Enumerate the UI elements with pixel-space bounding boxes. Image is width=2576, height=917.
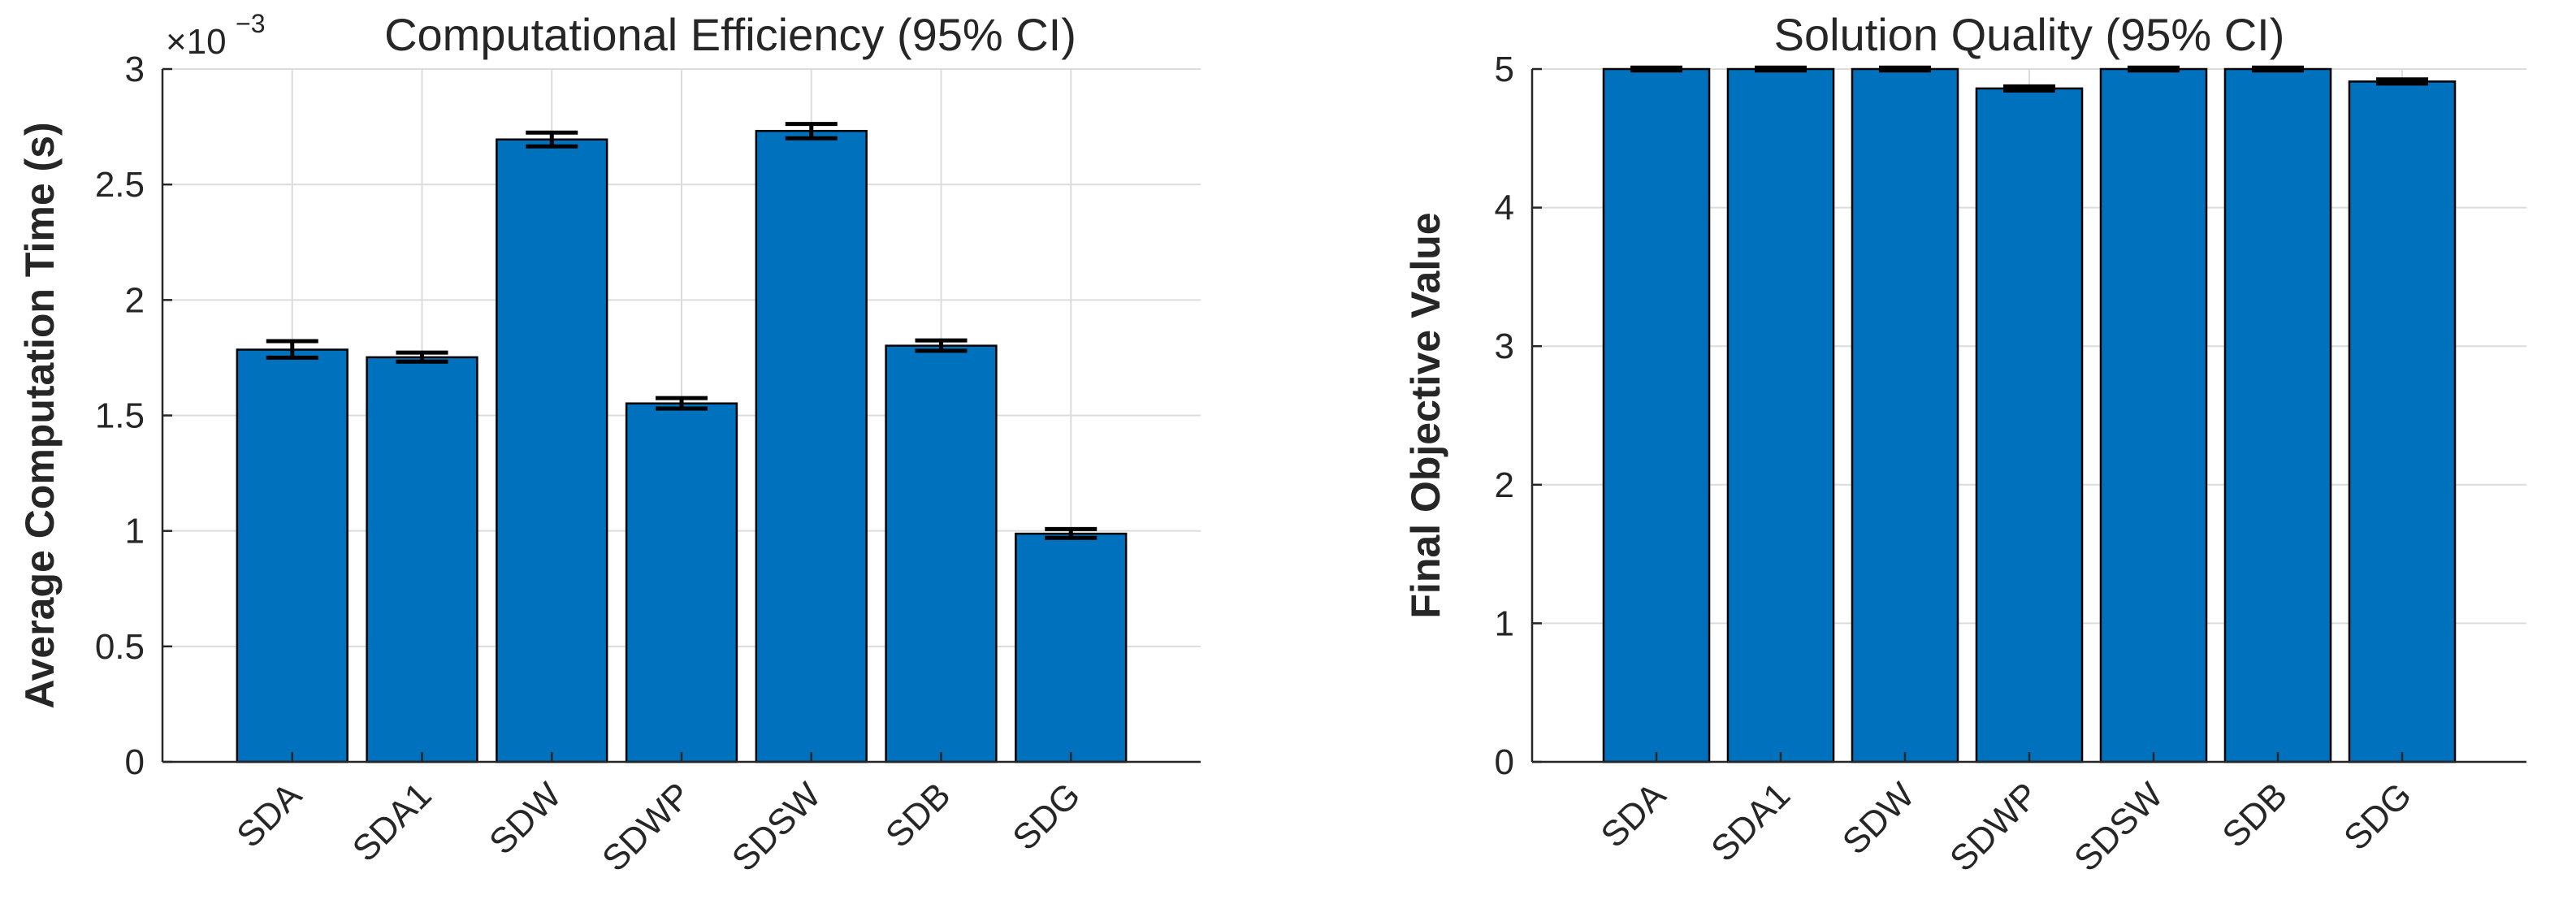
- y-tick-label: 2: [125, 280, 145, 320]
- error-bar-sda1: [1755, 65, 1807, 73]
- x-tick-label-sdb: SDB: [2214, 775, 2295, 855]
- y-tick-label: 3: [125, 50, 145, 89]
- bar-sda1: [1726, 67, 1835, 763]
- exponent-power: −3: [236, 9, 265, 38]
- error-bar-sdb: [915, 338, 968, 353]
- exponent-base: ×10: [166, 22, 227, 62]
- error-bar-sdw: [526, 130, 578, 149]
- error-bar-sda1: [396, 350, 448, 364]
- chart-panel-computational-efficiency: 0 0.5 1 1.5 2 2.5 3 SDA SDA1 SDW SDWP SDSW SDB SDG Com…: [17, 9, 1201, 879]
- y-tick-label: 3: [1495, 327, 1514, 366]
- x-tick-label-sdwp: SDWP: [1942, 775, 2046, 879]
- bar-sdsw: [2099, 67, 2208, 763]
- error-bar-sdw: [1879, 65, 1931, 73]
- error-bar-sdsw: [2128, 65, 2180, 73]
- y-tick-label: 1: [125, 512, 145, 551]
- bar-sdg: [1015, 532, 1128, 763]
- bar-sdb: [885, 344, 998, 763]
- bar-sdwp: [1975, 87, 2084, 763]
- chart-title: Solution Quality (95% CI): [1774, 9, 2285, 60]
- y-axis-label: Average Computation Time (s): [17, 122, 63, 708]
- bars: [1602, 67, 2457, 763]
- x-tick-label-sda1: SDA1: [345, 775, 439, 869]
- y-tick-label: 5: [1495, 50, 1514, 89]
- x-tick-label-sdsw: SDSW: [725, 775, 829, 879]
- x-tick-label-sdw: SDW: [1835, 775, 1923, 863]
- error-bar-sda: [266, 339, 318, 360]
- bar-sdw: [496, 138, 608, 763]
- error-bar-sdg: [1045, 526, 1098, 540]
- y-tick-label: 0.5: [95, 627, 145, 667]
- bar-sdw: [1851, 67, 1959, 763]
- x-tick-label-sda: SDA: [229, 775, 310, 855]
- bar-sda1: [366, 356, 478, 763]
- x-tick-label-sdwp: SDWP: [595, 775, 699, 879]
- y-tick-label: 1: [1495, 603, 1514, 643]
- error-bars: [1630, 65, 2428, 93]
- bars: [236, 129, 1128, 763]
- error-bar-sda: [1630, 65, 1682, 73]
- x-tick-label-sdsw: SDSW: [2067, 775, 2171, 879]
- x-tick-label-sdw: SDW: [482, 775, 569, 863]
- bar-sdsw: [755, 129, 868, 763]
- error-bar-sdwp: [656, 396, 708, 411]
- bar-sdb: [2223, 67, 2332, 763]
- x-tick-label-sda: SDA: [1593, 775, 1673, 855]
- x-tick-label-sdg: SDG: [1005, 775, 1088, 858]
- y-axis-label: Final Objective Value: [1403, 212, 1448, 618]
- y-tick-label: 2.5: [95, 165, 145, 205]
- error-bar-sdb: [2252, 65, 2304, 73]
- error-bar-sdsw: [785, 122, 838, 141]
- y-tick-label: 1.5: [95, 396, 145, 436]
- y-axis-exponent-label: ×10 −3: [166, 9, 265, 62]
- chart-title: Computational Efficiency (95% CI): [384, 9, 1076, 60]
- bar-sdg: [2348, 80, 2457, 763]
- x-tick-label-sdg: SDG: [2336, 775, 2419, 858]
- x-tick-label-sda1: SDA1: [1704, 775, 1798, 869]
- bar-sdwp: [625, 402, 738, 763]
- error-bars: [266, 122, 1098, 540]
- y-tick-label: 0: [1495, 742, 1514, 782]
- y-tick-label: 4: [1495, 188, 1514, 228]
- error-bar-sdwp: [2003, 84, 2055, 93]
- x-tick-label-sdb: SDB: [878, 775, 959, 855]
- y-tick-label: 2: [1495, 465, 1514, 505]
- bar-sda: [1602, 67, 1711, 763]
- chart-panel-solution-quality: 0 1 2 3 4 5 SDA SDA1 SDW SDWP SDSW SDB SDG Solution Q…: [1403, 9, 2526, 879]
- error-bar-sdg: [2376, 77, 2428, 86]
- bar-sda: [236, 348, 349, 763]
- y-tick-label: 0: [125, 742, 145, 782]
